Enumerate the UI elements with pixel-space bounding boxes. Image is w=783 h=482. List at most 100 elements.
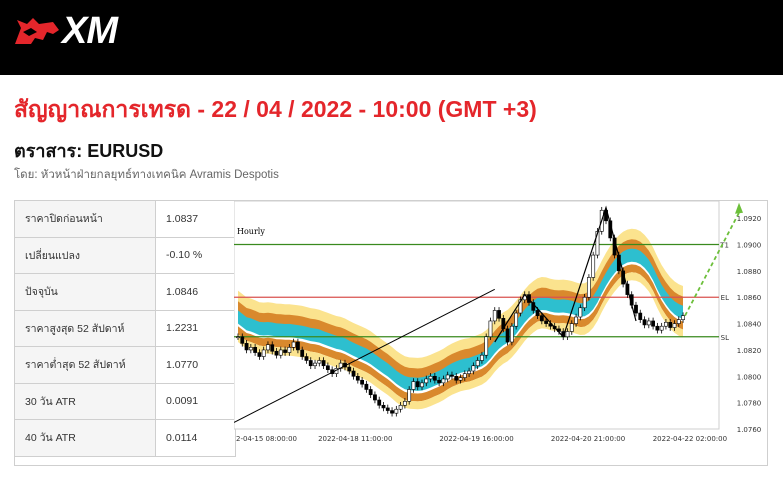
candle-body xyxy=(266,344,270,351)
candle-body xyxy=(364,383,369,390)
candle-body xyxy=(253,347,258,353)
candle-body xyxy=(488,320,493,338)
x-tick-label: 2-04-15 08:00:00 xyxy=(236,435,297,443)
y-tick-label: 1.0800 xyxy=(737,373,762,381)
forecast-arrow-head xyxy=(735,202,743,214)
candle-body xyxy=(509,325,514,343)
candle-body xyxy=(471,365,476,372)
stat-label: เปลี่ยนแปลง xyxy=(14,236,156,274)
candle-body xyxy=(377,399,382,406)
forecast-arrow-line xyxy=(684,212,740,317)
instrument-title: ตราสาร: EURUSD xyxy=(14,141,164,161)
candle-body xyxy=(492,310,497,322)
candle-body xyxy=(544,320,549,324)
candle-body xyxy=(428,375,433,380)
candle-body xyxy=(462,373,467,378)
y-tick-label: 1.0820 xyxy=(737,347,762,355)
y-tick-label: 1.0760 xyxy=(737,426,762,434)
candle-body xyxy=(638,312,643,320)
level-label-el: EL xyxy=(721,294,729,302)
candle-body xyxy=(351,370,356,377)
candle-body xyxy=(347,366,352,372)
stats-table: ราคาปิดก่อนหน้า 1.0837 เปลี่ยนแปลง -0.10 % ป… xyxy=(14,200,236,457)
candle-body xyxy=(565,331,570,338)
candle-body xyxy=(390,410,394,414)
level-label-t1: T1 xyxy=(719,242,729,250)
header-bar: XM xyxy=(0,0,783,75)
candle-body xyxy=(574,316,578,324)
candle-body xyxy=(360,379,364,385)
y-tick-label: 1.0880 xyxy=(737,268,762,276)
stats-row: 40 วัน ATR 0.0114 xyxy=(14,419,236,457)
candle-body xyxy=(655,325,660,331)
candle-body xyxy=(664,321,668,327)
candle-body xyxy=(634,304,638,314)
level-label-sl: SL xyxy=(721,334,729,342)
candle-body xyxy=(278,349,283,356)
candle-body xyxy=(240,336,245,344)
candle-body xyxy=(445,374,450,380)
stat-value: 0.0114 xyxy=(155,419,236,457)
candle-body xyxy=(454,375,459,381)
candle-body xyxy=(325,365,330,371)
candle-body xyxy=(651,320,655,327)
candle-body xyxy=(441,378,446,384)
price-chart: T1 EL SL 1.0920 1.0900 1.0880 1.0860 1.0840 1.08… xyxy=(234,201,762,443)
candle-body xyxy=(497,310,501,319)
stat-value: 1.0846 xyxy=(155,273,236,311)
candle-body xyxy=(450,374,454,377)
stats-row: ราคาต่ำสุด 52 สัปดาห์ 1.0770 xyxy=(14,346,236,384)
candle-body xyxy=(587,277,591,298)
candle-body xyxy=(407,389,412,402)
y-tick-label: 1.0920 xyxy=(737,215,762,223)
candle-body xyxy=(236,336,240,339)
candle-body xyxy=(569,323,574,332)
candle-body xyxy=(411,381,416,390)
stat-label: ปัจจุบัน xyxy=(14,273,156,311)
y-tick-label: 1.0860 xyxy=(737,294,762,302)
candle-body xyxy=(308,360,313,367)
candle-body xyxy=(420,382,424,388)
signal-headline: สัญญาณการเทรด - 22 / 04 / 2022 - 10:00 (… xyxy=(14,96,537,122)
stats-row: ปัจจุบัน 1.0846 xyxy=(14,273,236,311)
candle-body xyxy=(244,343,249,351)
zigzag-line xyxy=(494,205,637,343)
candle-body xyxy=(274,350,279,356)
candle-body xyxy=(437,379,442,384)
candle-body xyxy=(355,375,360,381)
xm-bull-logo-icon[interactable] xyxy=(13,14,63,48)
candle-body xyxy=(681,315,685,320)
y-tick-label: 1.0780 xyxy=(737,400,762,408)
band-cyan xyxy=(238,248,683,391)
stats-row: 30 วัน ATR 0.0091 xyxy=(14,382,236,420)
candle-body xyxy=(424,378,429,384)
x-tick-label: 2022-04-18 11:00:00 xyxy=(318,435,392,443)
candle-body xyxy=(518,299,523,314)
candle-body xyxy=(484,336,489,356)
candle-body xyxy=(505,328,510,343)
y-tick-label: 1.0840 xyxy=(737,321,762,329)
candle-body xyxy=(261,349,266,357)
candle-body xyxy=(283,349,287,353)
x-tick-label: 2022-04-20 21:00:00 xyxy=(551,435,625,443)
candle-body xyxy=(595,231,600,256)
stats-row: เปลี่ยนแปลง -0.10 % xyxy=(14,236,236,274)
stat-value: -0.10 % xyxy=(155,236,236,274)
candle-body xyxy=(415,381,420,388)
candle-body xyxy=(291,341,296,348)
candle-body xyxy=(659,325,664,331)
candle-body xyxy=(480,354,484,361)
candle-body xyxy=(300,349,305,357)
candle-body xyxy=(535,310,540,316)
candle-body xyxy=(467,370,471,374)
brand-logo-text[interactable]: XM xyxy=(62,10,118,52)
stat-value: 1.0770 xyxy=(155,346,236,384)
chart-title: Hourly xyxy=(237,227,265,236)
stat-label: 40 วัน ATR xyxy=(14,419,156,457)
candle-body xyxy=(578,307,583,318)
candle-body xyxy=(591,254,596,278)
author-line: โดย: หัวหน้าฝ่ายกลยุทธ์ทางเทคนิค Avramis… xyxy=(14,169,279,181)
candle-body xyxy=(458,377,463,381)
candle-body xyxy=(313,362,317,367)
stat-label: ราคาปิดก่อนหน้า xyxy=(14,200,156,238)
